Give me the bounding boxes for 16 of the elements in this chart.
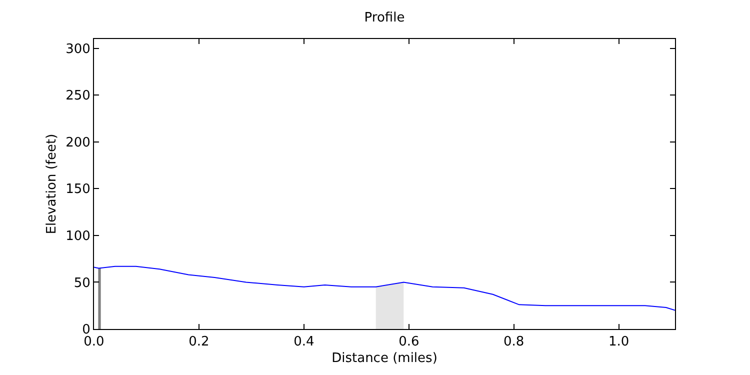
x-tick-label: 0.4 bbox=[294, 334, 314, 350]
x-tick-label: 1.0 bbox=[608, 334, 630, 350]
x-tick-label: 0.2 bbox=[188, 334, 210, 350]
x-tick-label: 0.8 bbox=[504, 334, 524, 350]
line-series bbox=[94, 266, 675, 311]
y-axis-title: Elevation (feet) bbox=[44, 134, 60, 234]
y-tick-label: 150 bbox=[66, 182, 90, 198]
chart-title: Profile bbox=[364, 10, 405, 26]
x-tick-label: 0.0 bbox=[84, 334, 104, 350]
x-axis-title: Distance (miles) bbox=[332, 351, 438, 366]
y-tick-label: 100 bbox=[66, 229, 90, 244]
y-tick-label: 250 bbox=[66, 88, 90, 104]
y-tick-label: 200 bbox=[66, 135, 90, 150]
y-tick-label: 300 bbox=[66, 42, 90, 57]
x-tick-label: 0.6 bbox=[398, 334, 420, 350]
y-tick-label: 50 bbox=[74, 276, 90, 291]
